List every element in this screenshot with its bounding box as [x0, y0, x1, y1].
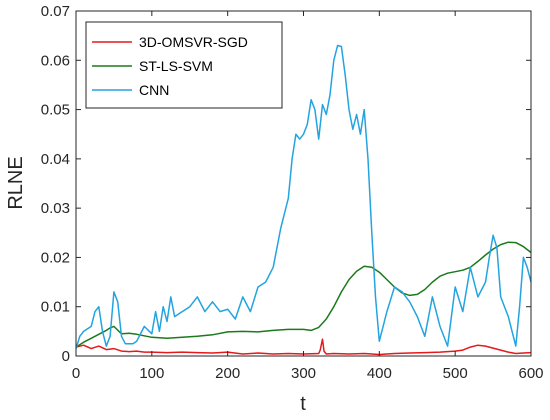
legend-label-1: 3D-OMSVR-SGD — [139, 34, 248, 50]
y-tick-label: 0.06 — [41, 52, 70, 69]
y-tick-label: 0.07 — [41, 3, 70, 20]
x-tick-label: 0 — [72, 365, 80, 382]
legend-label-3: CNN — [139, 82, 169, 98]
y-tick-label: 0.04 — [41, 151, 70, 168]
legend-box — [85, 21, 283, 109]
y-tick-label: 0 — [62, 348, 70, 365]
series-layer — [75, 44, 532, 356]
x-tick-label: 400 — [367, 365, 392, 382]
y-tick-label: 0.03 — [41, 200, 70, 217]
series-line-1 — [75, 338, 532, 356]
y-tick-label: 0.01 — [41, 299, 70, 316]
x-tick-label: 300 — [291, 365, 316, 382]
x-tick-label: 500 — [443, 365, 468, 382]
series-line-2 — [75, 241, 532, 348]
x-tick-label: 200 — [215, 365, 240, 382]
ticks-layer: 0 100 200 300 400 500 600 0 0.01 0.02 0.03 0.04 0.05… — [41, 3, 544, 382]
series-line-3 — [75, 44, 532, 349]
y-tick-label: 0.02 — [41, 249, 70, 266]
y-axis-title: RLNE — [5, 156, 27, 209]
x-axis-title: t — [300, 393, 306, 415]
y-tick-label: 0.05 — [41, 102, 70, 119]
legend: 3D-OMSVR-SGD ST-LS-SVM CNN — [85, 21, 283, 109]
legend-label-2: ST-LS-SVM — [139, 58, 213, 74]
x-tick-label: 600 — [518, 365, 543, 382]
x-tick-label: 100 — [139, 365, 164, 382]
